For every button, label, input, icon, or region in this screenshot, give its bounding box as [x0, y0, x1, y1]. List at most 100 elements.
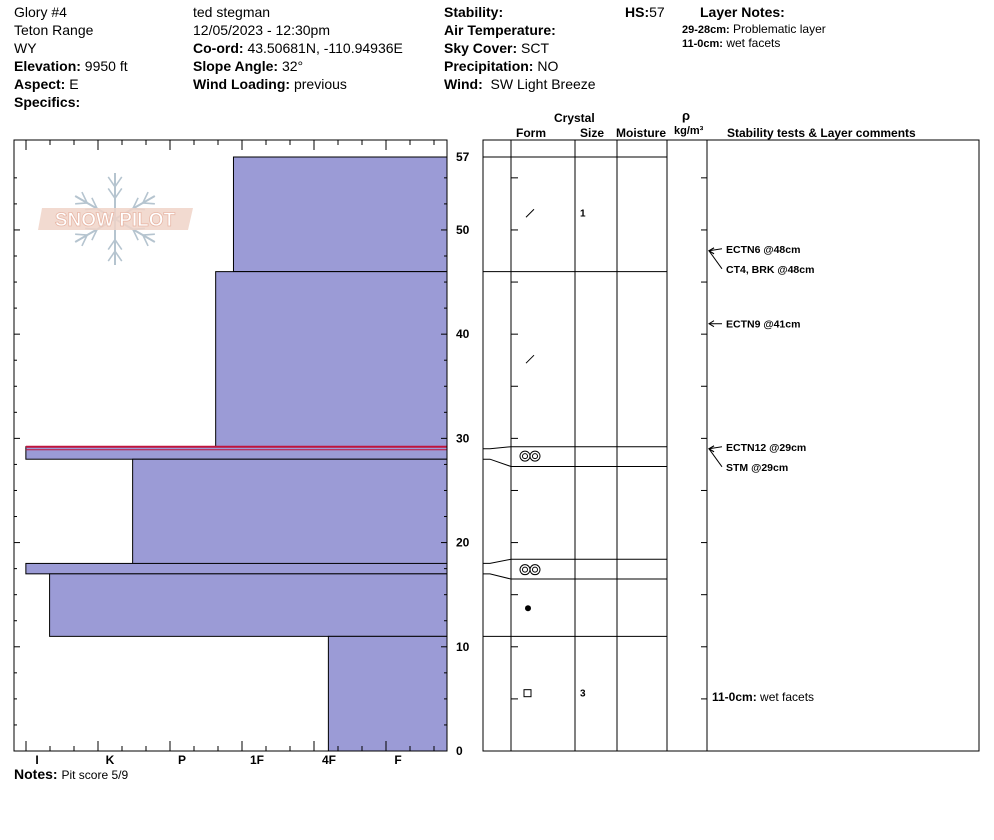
layer-comment-text: wet facets [757, 690, 814, 704]
specifics-label: Specifics: [14, 94, 81, 110]
stability-test-label: ECTN6 @48cm [726, 244, 800, 256]
rounded-grain-symbol [525, 605, 531, 612]
snowflake-branch [91, 197, 98, 209]
stability-label: Stability: [444, 4, 504, 20]
depth-label: 0 [456, 744, 463, 758]
layer-connector [483, 558, 512, 564]
layer-comment-depth: 11-0cm: [712, 690, 757, 704]
hardness-bar [132, 458, 448, 575]
wind-label: Wind: [444, 76, 483, 92]
layer-connector [483, 458, 512, 467]
stability-arrow [708, 248, 723, 252]
hardness-label: I [35, 753, 38, 767]
table-frame [482, 139, 980, 752]
air-temp-label: Air Temperature: [444, 22, 556, 38]
stability-arrow [708, 250, 723, 270]
precipitation-particle-symbol [525, 208, 535, 218]
sky-row: Sky Cover: SCT [444, 39, 549, 57]
surface-hoar-symbol [529, 450, 541, 462]
stability-test-label: STM @29cm [726, 462, 788, 474]
logo-text: SNOW PILOT [55, 210, 176, 231]
hardness-bar [215, 271, 448, 448]
moisture-header: Moisture [616, 126, 667, 140]
crystal-header: Crystal [554, 111, 595, 125]
snowflake-branch [114, 250, 123, 262]
stability-arrowhead [708, 247, 715, 255]
snowflake-branch [91, 229, 98, 241]
hardness-bar [49, 573, 448, 637]
stability-arrowhead [708, 445, 715, 453]
stability-header: Stability tests & Layer comments [727, 126, 916, 140]
sky-value: SCT [521, 40, 550, 56]
elevation-value: 9950 ft [84, 58, 128, 74]
hardness-bar [25, 562, 448, 575]
layer-note-1: 29-28cm: Problematic layer [682, 22, 826, 36]
wind-row: Wind: SW Light Breeze [444, 75, 596, 93]
surface-hoar-symbol [519, 450, 531, 462]
snowflake-branch [107, 187, 116, 199]
snowflake-branch [75, 233, 88, 236]
stability-row: Stability: [444, 3, 503, 21]
sky-label: Sky Cover: [444, 40, 518, 56]
snowflake-branch [107, 239, 116, 251]
hs-row: HS:57 [625, 3, 665, 21]
depth-label: 57 [456, 150, 470, 164]
pit-state: WY [14, 40, 37, 56]
rho-header: ρ [682, 108, 691, 123]
layer-note-2: 11-0cm: wet facets [682, 36, 781, 50]
notes-label: Notes: [14, 766, 58, 782]
snowflake-branch [114, 176, 123, 188]
stability-arrowhead [708, 320, 715, 328]
snowpilot-logo: SNOW PILOT [38, 173, 193, 265]
air-temp-row: Air Temperature: [444, 21, 556, 39]
layer-comment: 11-0cm: wet facets [712, 690, 814, 704]
wind-loading-label: Wind Loading: [193, 76, 291, 92]
slope-row: Slope Angle: 32° [193, 57, 303, 75]
pit-name: Glory #4 [14, 4, 67, 20]
density-unit-header: kg/m³ [674, 125, 704, 137]
snowflake-branch [114, 239, 123, 251]
depth-label: 50 [456, 223, 470, 237]
snowflake-branch [75, 202, 88, 205]
chart-labels: I K P 1F 4F F 0 10 20 30 40 50 57 1 3 ECTN6 @48cm CT4, B… [35, 150, 814, 767]
hardness-label: K [106, 753, 115, 767]
crystal-size-label: 3 [580, 689, 586, 700]
snowflake-branch [142, 191, 149, 204]
stability-test-label: CT4, BRK @48cm [726, 264, 814, 276]
stability-test-label: ECTN9 @41cm [726, 319, 800, 331]
snowflake-branch [132, 197, 139, 209]
coord-label: Co-ord: [193, 40, 244, 56]
stability-test-label: ECTN12 @29cm [726, 442, 806, 454]
elevation-label: Elevation: [14, 58, 81, 74]
pit-range: Teton Range [14, 22, 94, 38]
hs-value: 57 [649, 4, 665, 20]
hardness-bar [25, 446, 448, 460]
observer: ted stegman [193, 4, 271, 20]
stability-arrow [708, 446, 723, 450]
hardness-label: 1F [250, 753, 264, 767]
precip-row: Precipitation: NO [444, 57, 558, 75]
surface-hoar-symbol [522, 566, 528, 573]
aspect-value: E [69, 76, 79, 92]
faceted-crystal-symbol [523, 689, 532, 698]
specifics-row: Specifics: [14, 93, 80, 111]
layer-connector [483, 446, 512, 450]
snowflake-branch [81, 234, 88, 247]
hardness-bar [232, 156, 448, 273]
depth-label: 10 [456, 640, 470, 654]
snowflake-branch [81, 191, 88, 204]
hs-label: HS: [625, 4, 650, 20]
coord-row: Co-ord: 43.50681N, -110.94936E [193, 39, 403, 57]
stability-arrow [708, 448, 723, 468]
snowflake-branch [142, 202, 155, 205]
form-header: Form [516, 126, 546, 140]
hardness-profile [25, 156, 448, 752]
aspect-row: Aspect: E [14, 75, 79, 93]
hardness-label: 4F [322, 753, 336, 767]
snowflake-branch [114, 187, 123, 199]
wind-loading-value: previous [293, 76, 347, 92]
snowflake-branch [132, 229, 139, 241]
aspect-label: Aspect: [14, 76, 66, 92]
notes-row: Notes: Pit score 5/9 [14, 765, 128, 784]
